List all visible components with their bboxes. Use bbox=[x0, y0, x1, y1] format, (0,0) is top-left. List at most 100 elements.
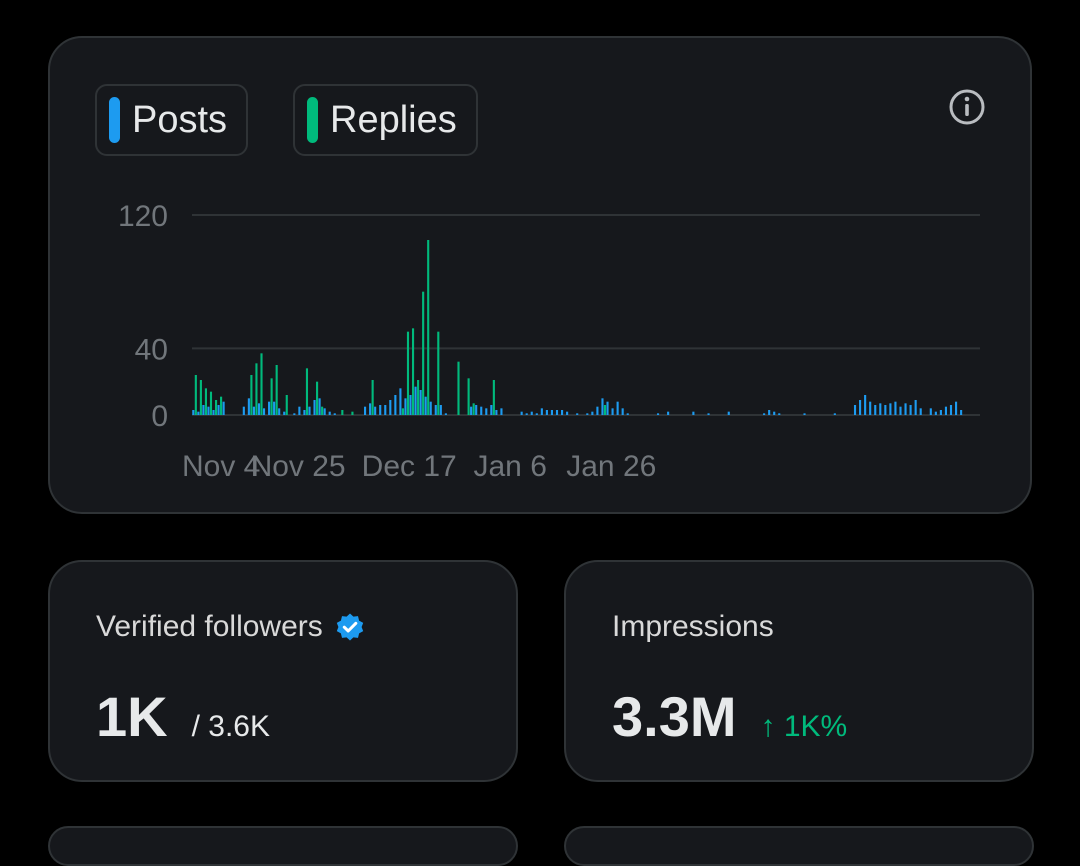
posts-bar bbox=[944, 406, 948, 415]
replies-bar bbox=[199, 380, 202, 415]
posts-bar bbox=[293, 413, 296, 415]
posts-bar bbox=[929, 408, 932, 415]
replies-bar bbox=[270, 378, 273, 415]
posts-bar bbox=[429, 401, 432, 415]
replies-bar bbox=[406, 331, 410, 415]
replies-bar bbox=[220, 396, 223, 415]
posts-bar bbox=[545, 410, 548, 415]
posts-bar bbox=[707, 413, 710, 415]
posts-bar bbox=[778, 413, 781, 415]
posts-bar bbox=[480, 406, 483, 415]
posts-bar bbox=[268, 401, 271, 415]
posts-bar bbox=[333, 413, 336, 415]
posts-bar bbox=[490, 405, 493, 415]
posts-bar bbox=[561, 410, 564, 415]
posts-bar bbox=[389, 400, 392, 415]
y-tick-label: 0 bbox=[151, 400, 168, 433]
posts-bar bbox=[540, 408, 543, 415]
next-card-right[interactable] bbox=[564, 826, 1034, 866]
posts-bar bbox=[303, 410, 306, 415]
posts-bar bbox=[773, 411, 776, 415]
x-tick-label: Nov 4 bbox=[182, 450, 260, 483]
replies-bar bbox=[260, 353, 263, 415]
impressions-value: 3.3M bbox=[612, 685, 737, 748]
posts-bar bbox=[313, 400, 316, 415]
posts-bar bbox=[414, 386, 417, 415]
total-followers-value: / 3.6K bbox=[191, 710, 270, 743]
impressions-label: Impressions bbox=[612, 610, 774, 643]
posts-bar bbox=[934, 411, 937, 415]
replies-bar bbox=[204, 388, 207, 415]
posts-bar bbox=[278, 408, 281, 415]
posts-bar bbox=[192, 410, 195, 415]
posts-bar bbox=[591, 411, 594, 415]
posts-bar bbox=[444, 413, 447, 415]
replies-bar bbox=[422, 291, 425, 415]
info-icon[interactable] bbox=[948, 88, 986, 126]
posts-bar bbox=[955, 401, 958, 415]
posts-bar bbox=[879, 403, 882, 415]
replies-bar bbox=[316, 381, 319, 415]
posts-bar bbox=[308, 406, 311, 415]
posts-bar bbox=[864, 395, 867, 415]
posts-bar bbox=[596, 406, 599, 415]
replies-bar bbox=[371, 380, 374, 415]
posts-bar bbox=[217, 405, 220, 415]
replies-bar bbox=[467, 378, 470, 415]
verified-followers-value: 1K bbox=[96, 685, 168, 748]
legend-replies-label: Replies bbox=[330, 98, 457, 141]
replies-bar bbox=[457, 361, 460, 415]
replies-bar bbox=[275, 365, 278, 415]
posts-bar bbox=[960, 410, 963, 415]
posts-bar bbox=[914, 400, 917, 415]
replies-bar bbox=[401, 408, 404, 415]
posts-bar bbox=[768, 410, 771, 415]
posts-bar bbox=[374, 406, 377, 415]
next-card-left[interactable] bbox=[48, 826, 518, 866]
posts-bar bbox=[222, 401, 225, 415]
posts-bar bbox=[283, 411, 286, 415]
y-tick-label: 120 bbox=[118, 200, 168, 233]
legend-replies-button[interactable]: Replies bbox=[293, 84, 478, 156]
replies-bar bbox=[250, 375, 253, 415]
posts-bar bbox=[833, 413, 836, 415]
replies-bar bbox=[427, 240, 430, 415]
legend-posts-button[interactable]: Posts bbox=[95, 84, 248, 156]
posts-bar bbox=[535, 413, 538, 415]
posts-bar bbox=[495, 410, 498, 415]
posts-bar bbox=[298, 406, 301, 415]
replies-bar bbox=[321, 406, 324, 415]
posts-bar bbox=[525, 413, 528, 415]
posts-bar bbox=[727, 411, 730, 415]
posts-bar bbox=[262, 408, 266, 415]
replies-bar bbox=[214, 400, 218, 415]
x-tick-label: Dec 17 bbox=[362, 450, 457, 483]
posts-bar bbox=[566, 411, 569, 415]
x-tick-label: Jan 6 bbox=[474, 450, 547, 483]
posts-bar bbox=[247, 398, 250, 415]
posts-bar bbox=[586, 413, 589, 415]
posts-bar bbox=[399, 388, 402, 415]
posts-bar bbox=[242, 406, 245, 415]
impressions-card[interactable]: Impressions 3.3M ↑ 1K% bbox=[564, 560, 1034, 782]
replies-bar bbox=[472, 403, 475, 415]
replies-bar bbox=[492, 380, 495, 415]
verified-followers-card[interactable]: Verified followers 1K / 3.6K bbox=[48, 560, 518, 782]
posts-bar bbox=[273, 401, 276, 415]
posts-bar bbox=[475, 405, 478, 415]
posts-bar bbox=[257, 403, 261, 415]
posts-bar bbox=[207, 406, 210, 415]
posts-bar bbox=[656, 413, 660, 415]
x-tick-label: Nov 25 bbox=[251, 450, 346, 483]
posts-bar bbox=[667, 411, 670, 415]
replies-color-swatch bbox=[307, 97, 318, 143]
x-tick-label: Jan 26 bbox=[566, 450, 656, 483]
verified-badge-icon bbox=[336, 613, 363, 641]
posts-bar bbox=[919, 408, 922, 415]
posts-bar bbox=[434, 405, 437, 415]
impressions-delta: ↑ 1K% bbox=[760, 710, 848, 743]
posts-bar bbox=[530, 411, 533, 415]
posts-bar bbox=[904, 403, 907, 415]
posts-bar bbox=[424, 396, 427, 415]
posts-bar bbox=[606, 401, 609, 415]
